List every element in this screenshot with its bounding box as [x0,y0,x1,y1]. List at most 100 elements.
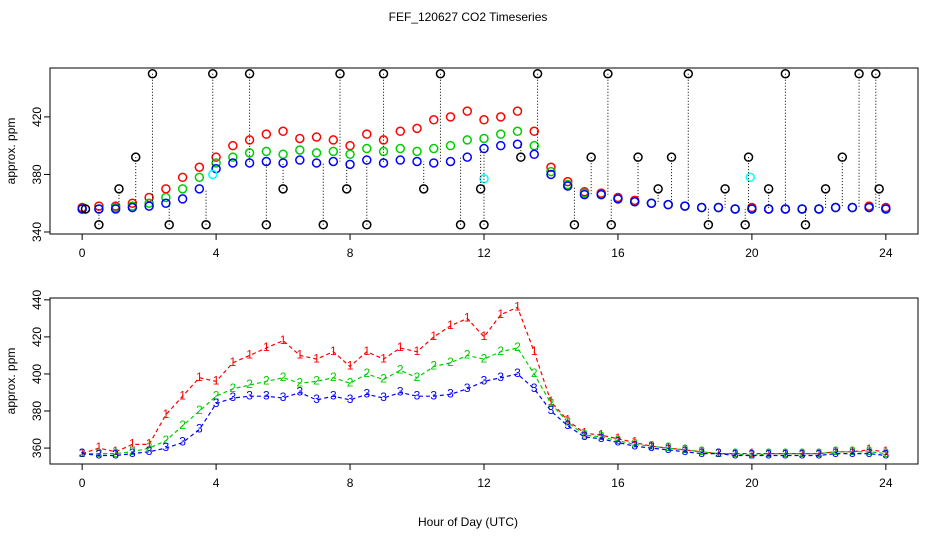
point [161,198,171,208]
point-marker: 1 [464,311,471,325]
point-marker: 2 [347,375,354,389]
point-marker: 3 [631,438,638,452]
point-marker: 2 [296,375,303,389]
x-tick-label: 20 [745,476,759,490]
point-marker: 3 [849,446,856,460]
point [147,69,158,79]
point [177,194,188,204]
point [278,126,288,137]
point [341,184,352,194]
point [653,184,663,194]
point [546,166,556,177]
point [512,139,523,149]
point [462,135,473,145]
point-marker: 2 [648,438,655,452]
point-marker: 3 [866,446,873,460]
point [201,220,211,230]
chart-title: FEF_120627 CO2 Timeseries [389,10,548,24]
point-marker: 2 [866,444,873,458]
point [569,220,580,230]
point-marker: 3 [732,448,739,462]
point-marker: 2 [196,403,203,417]
point [663,199,673,210]
point [94,201,104,211]
point-marker: 3 [564,418,571,432]
point [378,158,389,168]
point-marker: 1 [631,435,638,449]
point-marker: 2 [749,448,756,462]
point [228,140,238,151]
point-marker: 3 [514,366,521,380]
point [94,204,104,214]
point-marker: 3 [799,448,806,462]
point [177,184,188,194]
point-marker: 1 [296,348,303,362]
point-marker: 3 [380,390,387,404]
point-marker: 2 [832,444,839,458]
point [412,156,422,167]
point [847,202,858,213]
point [378,135,389,145]
point [208,169,218,180]
point-marker: 2 [682,442,689,456]
point-marker: 1 [380,351,387,365]
point [378,69,389,79]
point [529,140,539,151]
point [720,184,730,194]
y-tick-label: 340 [30,222,44,242]
point [328,156,339,167]
y-tick-label: 360 [30,438,44,458]
point-marker: 3 [682,444,689,458]
point [412,123,422,134]
point-marker: 1 [782,446,789,460]
point [261,129,272,139]
point [418,184,429,194]
point-marker: 3 [447,387,454,401]
point [780,69,791,79]
point [295,155,305,165]
point [328,135,339,145]
point-marker: 1 [330,344,337,358]
point-marker: 1 [263,340,270,354]
point-marker: 2 [564,414,571,428]
point [261,156,272,167]
point-marker: 2 [665,440,672,454]
point-marker: 3 [883,448,890,462]
point [318,220,329,230]
point [629,197,640,207]
point-marker: 3 [96,448,103,462]
point-marker: 1 [163,407,170,421]
point [244,69,255,79]
point [429,143,439,154]
point [177,172,188,183]
point-marker: 1 [481,329,488,343]
point [646,198,657,208]
point-marker: 3 [765,448,772,462]
point [606,220,617,230]
point-marker: 1 [96,440,103,454]
point-marker: 3 [832,446,839,460]
point-marker: 2 [447,355,454,369]
point [666,152,677,162]
point-marker: 1 [229,355,236,369]
point-marker: 2 [213,388,220,402]
point [820,184,831,194]
point [830,202,841,213]
point [814,204,824,214]
point-marker: 1 [715,446,722,460]
y-tick-label: 420 [30,107,44,127]
point-marker: 2 [380,372,387,386]
point [495,129,506,139]
point-marker: 2 [883,446,890,460]
point-marker: 2 [581,427,588,441]
point-marker: 1 [112,444,119,458]
point [745,172,755,183]
y-tick-label: 400 [30,364,44,384]
point-marker: 2 [163,433,170,447]
point [455,220,466,230]
point-marker: 1 [866,442,873,456]
point-marker: 3 [347,392,354,406]
point [747,204,757,214]
point [362,220,372,230]
point [295,133,305,144]
